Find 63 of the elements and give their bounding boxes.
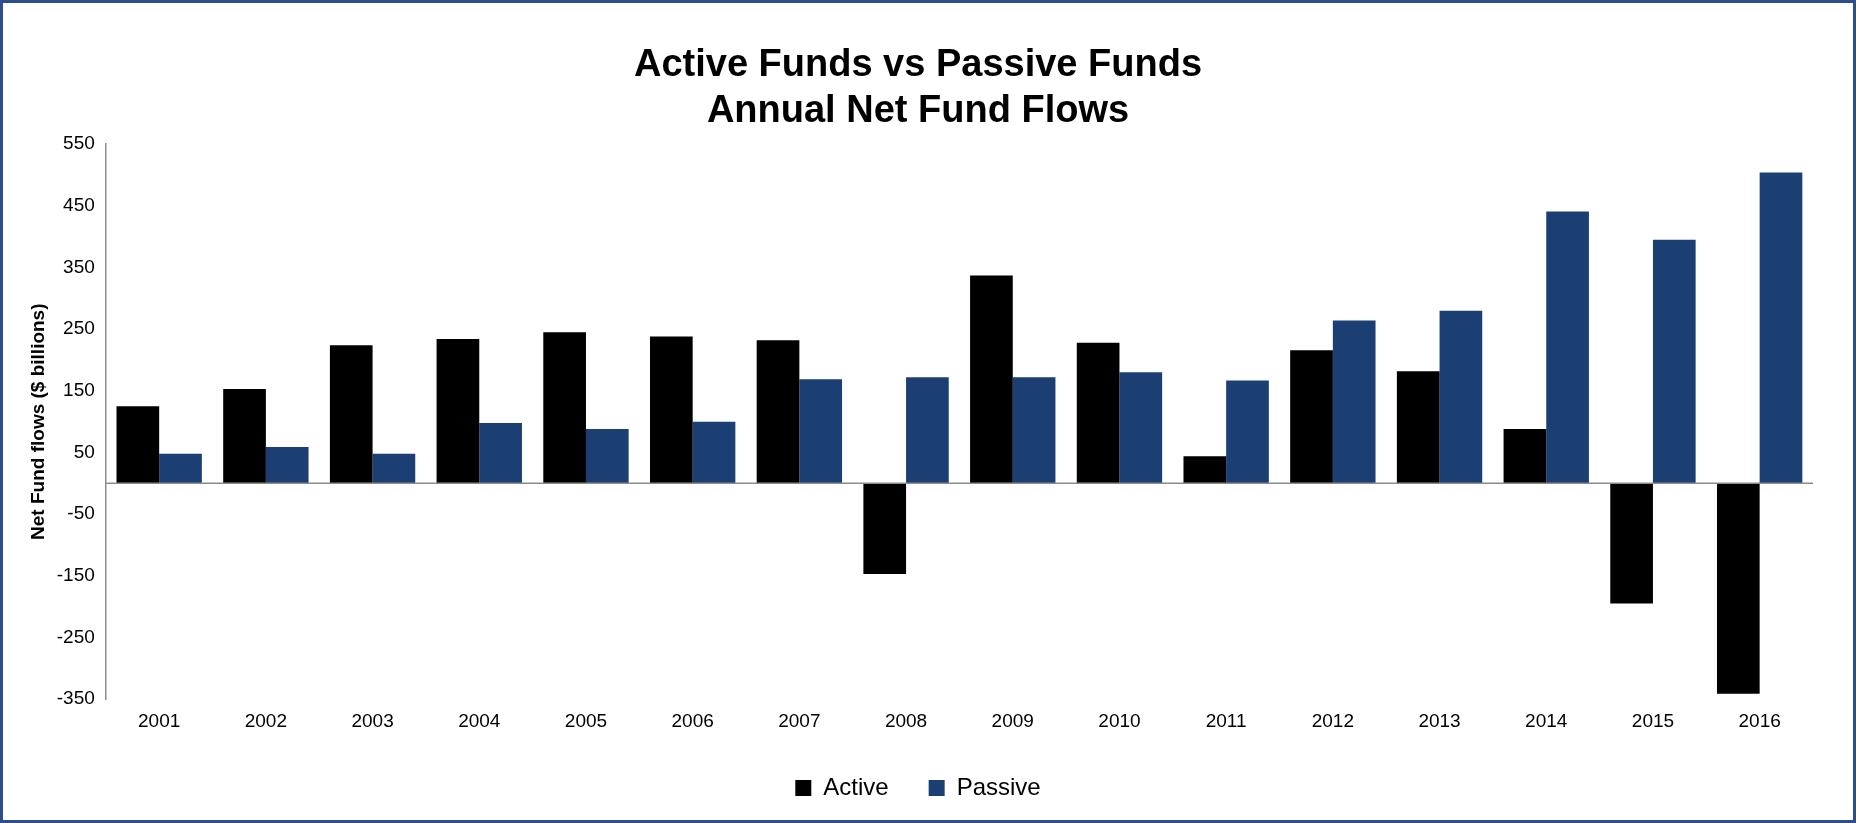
x-tick-label: 2015 [1631, 709, 1675, 731]
chart-title: Active Funds vs Passive Funds [633, 42, 1203, 85]
bar [329, 345, 373, 484]
bar [906, 377, 949, 484]
bar [970, 275, 1013, 484]
bar [1759, 172, 1803, 484]
y-tick-label: -150 [56, 564, 95, 586]
y-tick-label: 350 [63, 255, 95, 277]
bar [1439, 310, 1483, 484]
x-tick-label: 2014 [1525, 709, 1568, 731]
bar [1183, 456, 1227, 484]
bar [649, 336, 693, 484]
bar [585, 429, 629, 484]
bar [1652, 239, 1696, 484]
bar [1332, 320, 1376, 484]
x-tick-label: 2008 [884, 709, 928, 731]
legend-label: Passive [956, 772, 1041, 800]
x-tick-label: 2010 [1098, 709, 1141, 731]
bar [436, 339, 480, 484]
bar [863, 483, 907, 575]
x-tick-label: 2006 [671, 709, 714, 731]
bar [692, 421, 736, 484]
y-tick-label: 550 [63, 132, 95, 154]
legend-label: Active [823, 772, 889, 800]
bar [1012, 377, 1056, 484]
bar [1716, 483, 1760, 694]
x-tick-label: 2011 [1205, 709, 1247, 731]
bar [1226, 380, 1269, 484]
y-tick-label: 450 [63, 194, 95, 216]
x-tick-label: 2007 [778, 709, 821, 731]
y-axis-title: Net Fund flows ($ billions) [26, 303, 48, 540]
bar [372, 453, 416, 484]
x-tick-label: 2016 [1738, 709, 1781, 731]
bar [223, 389, 266, 484]
bar [1396, 371, 1440, 484]
x-tick-label: 2003 [351, 709, 394, 731]
bar [543, 332, 586, 484]
bar [159, 453, 202, 484]
x-tick-label: 2002 [244, 709, 288, 731]
bar [1119, 372, 1163, 484]
bar [479, 422, 522, 484]
bar [265, 446, 309, 484]
y-tick-label: 50 [73, 440, 95, 462]
y-tick-label: -50 [67, 502, 95, 524]
x-tick-label: 2005 [564, 709, 608, 731]
bar [1610, 483, 1653, 604]
bar [1290, 350, 1333, 484]
y-tick-label: -250 [56, 625, 95, 647]
y-tick-label: 250 [63, 317, 95, 339]
bar [116, 406, 160, 484]
bar [1076, 342, 1120, 484]
y-tick-label: -350 [56, 687, 95, 709]
bar [799, 379, 843, 484]
bar [756, 340, 800, 484]
x-tick-label: 2001 [138, 709, 181, 731]
x-tick-label: 2004 [458, 709, 501, 731]
bar [1503, 429, 1547, 484]
x-tick-label: 2009 [991, 709, 1034, 731]
bar [1546, 211, 1589, 484]
x-tick-label: 2012 [1311, 709, 1354, 731]
x-tick-label: 2013 [1418, 709, 1461, 731]
chart-subtitle: Annual Net Fund Flows [706, 87, 1130, 130]
y-tick-label: 150 [63, 379, 95, 401]
